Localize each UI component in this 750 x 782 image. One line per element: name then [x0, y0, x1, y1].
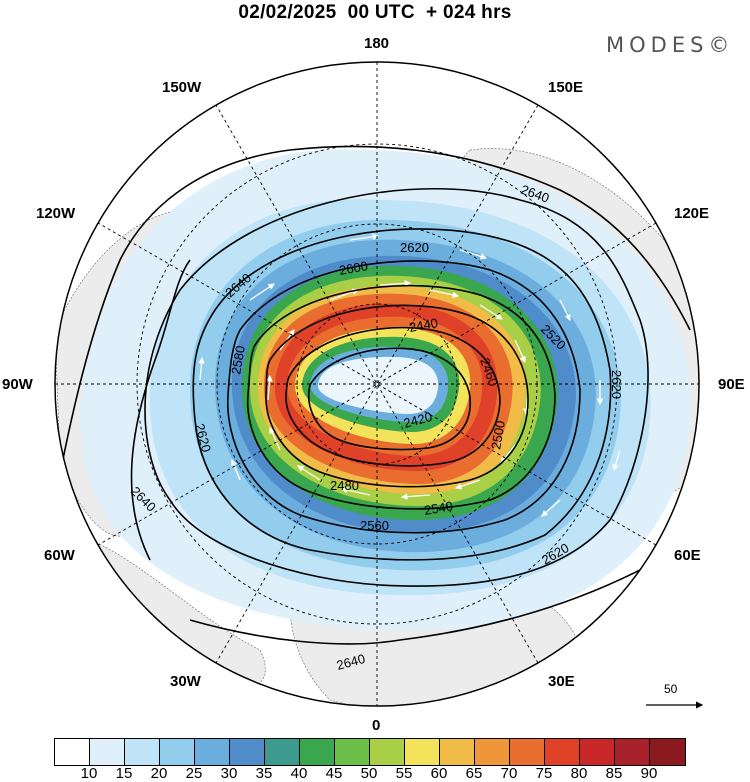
colorbar-label: 40	[290, 765, 308, 782]
contour-label: 2640	[335, 651, 367, 673]
lon-label-30w: 30W	[170, 673, 201, 690]
colorbar-box	[580, 739, 615, 765]
wind-scale-label: 50	[664, 682, 678, 696]
contour-label: 2560	[360, 518, 389, 533]
height-contours	[55, 145, 691, 645]
colorbar-box	[370, 739, 405, 765]
colorbar-label: 45	[325, 765, 343, 782]
colorbar-label: 15	[115, 765, 133, 782]
lon-label-120e: 120E	[674, 205, 710, 222]
colorbar-label: 20	[150, 765, 168, 782]
colorbar-box	[265, 739, 300, 765]
colorbar-box	[405, 739, 440, 765]
wind-vectors	[198, 233, 621, 517]
chart-title: 02/02/2025 00 UTC + 024 hrs	[238, 2, 512, 23]
lon-label-90w: 90W	[2, 376, 33, 393]
colorbar-box	[125, 739, 160, 765]
contour-label: 2580	[228, 344, 248, 375]
colorbar-box	[160, 739, 195, 765]
map-disk: 2640 2620 2600 2580 2560 2540 2520 2500 …	[55, 62, 699, 706]
contour-label: 2600	[338, 258, 369, 278]
contour-label: 2540	[423, 498, 454, 518]
colorbar-box	[615, 739, 650, 765]
wind-speed-shading	[80, 149, 691, 631]
colorbar-label: 30	[220, 765, 238, 782]
colorbar-box	[475, 739, 510, 765]
colorbar-box	[55, 739, 90, 765]
colorbar-label: 55	[395, 765, 413, 782]
lon-label-90e: 90E	[718, 376, 745, 393]
colorbar-label: 75	[535, 765, 553, 782]
map-border	[54, 61, 700, 707]
colorbar-label: 65	[465, 765, 483, 782]
contour-label: 2500	[488, 419, 508, 450]
contour-label: 2480	[330, 478, 359, 493]
lon-label-60e: 60E	[674, 547, 701, 564]
colorbar-label: 80	[570, 765, 588, 782]
colorbar-label: 25	[185, 765, 203, 782]
colorbar-box	[195, 739, 230, 765]
lon-label-0: 0	[372, 717, 381, 734]
contour-label: 2420	[402, 409, 434, 431]
contour-label: 2440	[408, 315, 439, 335]
colorbar-box	[650, 739, 685, 765]
colorbar-label: 70	[500, 765, 518, 782]
colorbar-label: 85	[605, 765, 623, 782]
contour-label: 2620	[400, 240, 429, 255]
lon-label-30e: 30E	[548, 673, 575, 690]
contour-label: 2620	[609, 370, 624, 399]
colorbar-box	[440, 739, 475, 765]
contour-label: 2620	[192, 422, 214, 454]
lon-label-150e: 150E	[548, 79, 584, 96]
colorbar-box	[230, 739, 265, 765]
graticule	[55, 62, 699, 706]
colorbar-label: 90	[640, 765, 658, 782]
colorbar-label: 35	[255, 765, 273, 782]
contour-labels: 2640 2620 2600 2580 2560 2540 2520 2500 …	[228, 182, 569, 533]
lon-label-120w: 120W	[36, 205, 76, 222]
colorbar-label: 60	[430, 765, 448, 782]
lon-label-60w: 60W	[44, 547, 75, 564]
colorbar-box	[300, 739, 335, 765]
lon-label-150w: 150W	[162, 79, 202, 96]
lon-label-180: 180	[364, 35, 390, 52]
colorbar-box	[510, 739, 545, 765]
colorbar-box	[545, 739, 580, 765]
brand-logo: MODES©	[606, 33, 735, 57]
colorbar-box	[90, 739, 125, 765]
colorbar-label: 50	[360, 765, 378, 782]
colorbar	[54, 738, 686, 766]
colorbar-box	[335, 739, 370, 765]
colorbar-label: 10	[80, 765, 98, 782]
